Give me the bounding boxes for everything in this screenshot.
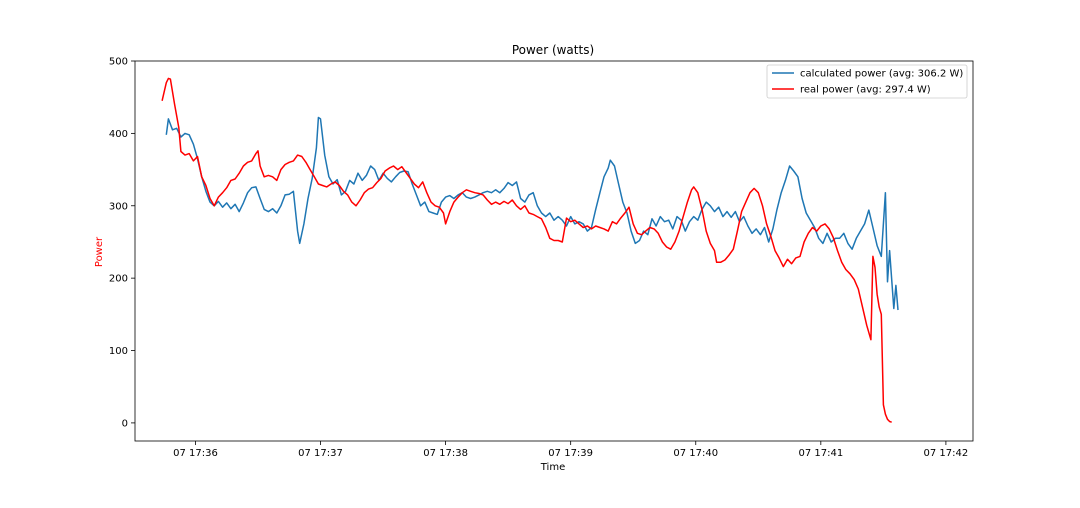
x-tick-label: 07 17:37 (298, 448, 343, 459)
y-tick-label: 200 (109, 274, 128, 285)
legend-label-calculated: calculated power (avg: 306.2 W) (800, 69, 963, 80)
chart-title: Power (watts) (512, 43, 594, 57)
real-power-line (161, 77, 892, 423)
calculated-power-line (165, 116, 899, 311)
x-tick-label: 07 17:41 (798, 448, 843, 459)
x-tick-label: 07 17:38 (423, 448, 468, 459)
y-tick-label: 300 (109, 201, 128, 212)
x-tick-label: 07 17:42 (924, 448, 969, 459)
x-axis-label: Time (540, 462, 565, 473)
x-tick-label: 07 17:39 (548, 448, 593, 459)
legend: calculated power (avg: 306.2 W) real powe… (766, 64, 968, 99)
x-tick-label: 07 17:36 (173, 448, 218, 459)
y-tick-label: 0 (122, 418, 128, 429)
legend-label-real: real power (avg: 297.4 W) (800, 85, 931, 96)
y-axis-label: Power (94, 236, 105, 267)
y-tick-label: 500 (109, 57, 128, 68)
axes: 07 17:36 07 17:37 07 17:38 07 17:39 07 17:40… (109, 57, 974, 459)
x-tick-label: 07 17:40 (673, 448, 718, 459)
series-lines (161, 77, 899, 423)
y-tick-label: 400 (109, 129, 128, 140)
axes-frame (134, 60, 974, 442)
legend-box (766, 64, 968, 99)
y-tick-label: 100 (109, 346, 128, 357)
